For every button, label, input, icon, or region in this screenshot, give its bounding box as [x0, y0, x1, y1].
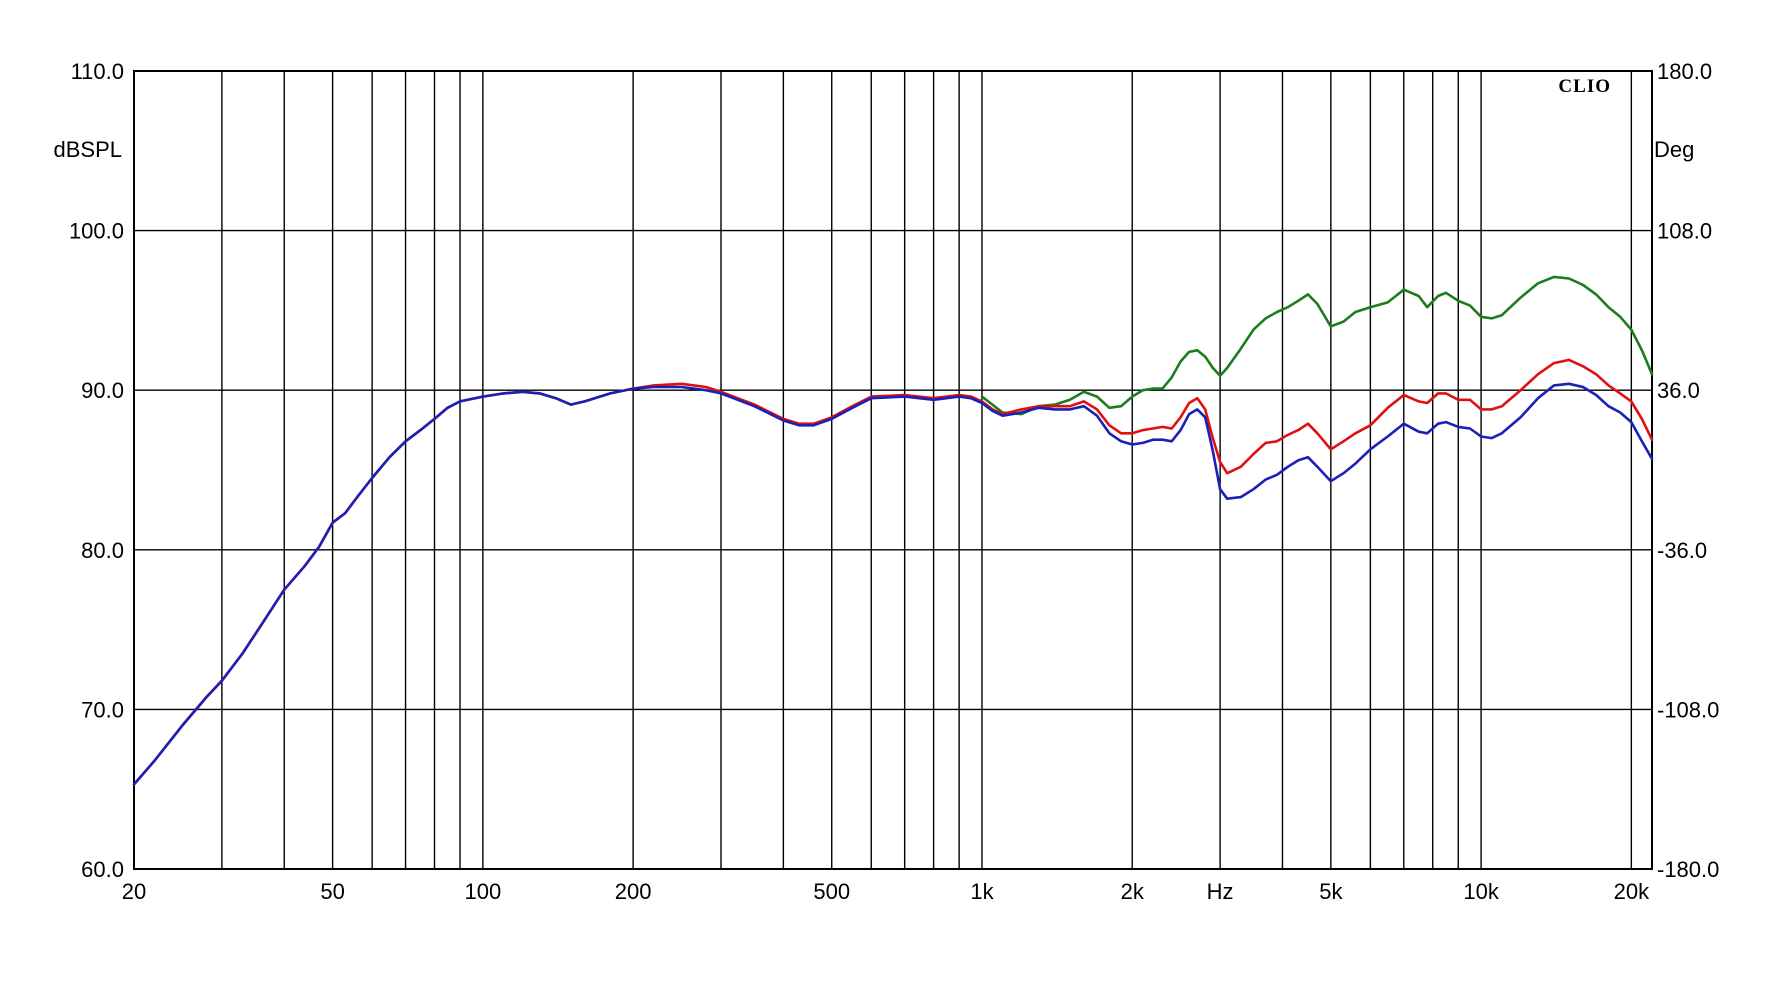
- y-right-tick-label: 108.0: [1657, 219, 1712, 244]
- response-curve-1: [980, 275, 1654, 416]
- x-tick-label: 500: [813, 879, 850, 904]
- y-right-tick-label: 180.0: [1657, 59, 1712, 84]
- x-tick-label: 20k: [1614, 879, 1650, 904]
- y-right-tick-label: -36.0: [1657, 538, 1707, 563]
- plot-frame: [133, 70, 1653, 870]
- y-left-tick-label: 100.0: [69, 219, 124, 244]
- x-tick-label: 1k: [970, 879, 994, 904]
- x-tick-label: Hz: [1207, 879, 1234, 904]
- y-left-tick-label: 70.0: [81, 697, 124, 722]
- x-tick-label: 50: [320, 879, 344, 904]
- x-tick-label: 200: [615, 879, 652, 904]
- y-left-tick-label: 80.0: [81, 538, 124, 563]
- response-curve-3: [132, 382, 1654, 786]
- y-right-tick-label: -108.0: [1657, 697, 1719, 722]
- y-left-tick-label: 60.0: [81, 857, 124, 882]
- axis-labels: 20 50 100 200 500 1k 2k Hz 5k 10k 20k 60.0 70.0 80.0 9…: [69, 59, 1719, 904]
- y-left-tick-label: 110.0: [71, 59, 124, 84]
- y-left-tick-label: 90.0: [81, 378, 124, 403]
- clio-brand-label: CLIO: [1558, 76, 1611, 97]
- y-right-tick-label: 36.0: [1657, 378, 1700, 403]
- x-tick-label: 20: [122, 879, 146, 904]
- y-axis-right-label: Deg: [1654, 137, 1694, 162]
- x-tick-label: 100: [465, 879, 502, 904]
- y-axis-left-label: dBSPL: [54, 137, 123, 162]
- x-tick-label: 5k: [1319, 879, 1343, 904]
- x-tick-label: 2k: [1121, 879, 1145, 904]
- y-right-tick-label: -180.0: [1657, 857, 1719, 882]
- curves: [132, 275, 1654, 786]
- x-tick-label: 10k: [1463, 879, 1499, 904]
